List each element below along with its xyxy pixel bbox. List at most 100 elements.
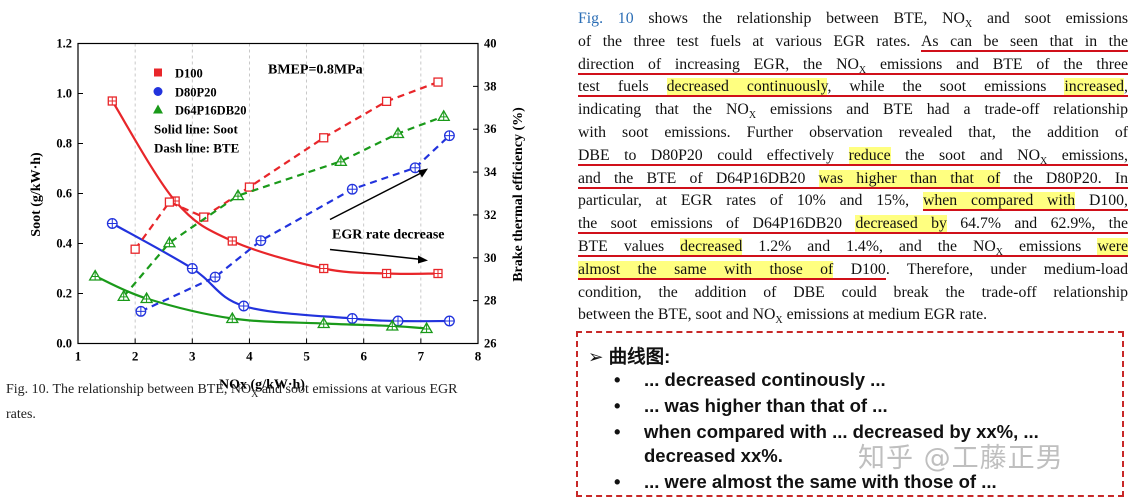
para-highlight: were [1097,237,1129,255]
para-text: emissions at medium EGR rate. [782,306,988,324]
caption-text-b: and soot emissions at various EGR [258,382,458,397]
para-sub: X [964,19,973,31]
para-highlight: when compared with [922,192,1076,210]
y-right-tick-label: 34 [484,165,497,179]
d64p16db20-bte-line [122,115,445,298]
chart-ticks: 1 2 3 4 5 6 7 80.00.20.40.60.81.01.226283032343… [56,37,497,364]
para-line-6: with soot emissions. Further observation… [578,122,1128,145]
y-left-tick-label: 0.4 [56,237,72,251]
chart-series [88,77,455,334]
soot-bte-nox-chart: 1 2 3 4 5 6 7 80.00.20.40.60.81.01.226283032343… [29,37,526,393]
y-right-tick-label: 32 [484,208,497,222]
para-text: indicating that the NO [578,101,749,119]
x-tick-label: 1 [75,349,82,364]
egr-arrow-annotation: EGR rate decrease [329,168,444,264]
para-underline: BTE values decreased 1.2% and 1.4%, and … [578,237,1129,259]
fig-ref-link[interactable]: Fig. 10 [578,10,634,27]
paper-paragraph: Fig. 10 shows the relationship between B… [578,8,1129,327]
para-text: emissions and BTE had a trade-off relati… [756,101,1128,119]
para-line-2: of the three test fuels at various EGR r… [578,31,1128,54]
para-line-14: between the BTE, soot and NOX emissions … [578,304,1128,327]
y-right-tick-label: 26 [484,337,497,351]
para-underline: DBE to D80P20 could effectively reduce t… [578,146,1128,167]
para-line-8: and the BTE of D64P16DB20 was higher tha… [578,168,1128,191]
para-line-7: DBE to D80P20 could effectively reduce t… [578,145,1128,168]
bmep-label: BMEP=0.8MPa [268,63,363,78]
para-highlight: decreased [680,237,743,255]
para-text: the soot and NO [890,146,1040,164]
para-text: D100 [833,260,886,278]
para-underline: and the BTE of D64P16DB20 was higher tha… [578,169,1128,189]
para-text: direction of increasing EGR, the NO [578,55,859,73]
zhihu-watermark: 知乎 @工藤正男 [858,443,1064,474]
legend-solid-note: Solid line: Soot [154,122,238,137]
para-line-10: the soot emissions of D64P16DB20 decreas… [578,213,1128,236]
y-right-tick-label: 28 [484,294,497,308]
x-tick-label: 2 [132,349,139,364]
para-line-11: BTE values decreased 1.2% and 1.4%, and … [578,236,1129,259]
caption-text-c: rates. [6,406,36,422]
legend-d80p20-label: D80P20 [175,86,217,100]
bullet-icon: • [614,421,621,442]
d100-bte-point [164,197,175,207]
y-left-tick-label: 0.2 [56,287,72,301]
para-highlight: was higher than that of [818,169,1001,187]
egr-arrow-up-head [418,168,428,178]
para-underline: As can be seen that in the [920,32,1128,52]
para-text: between the BTE, soot and NO [578,306,776,324]
egr-arrow-down [329,248,423,261]
bullet-icon: • [614,369,621,390]
para-text: emissions, [1047,146,1128,164]
x-tick-label: 6 [360,349,367,364]
para-line-5: indicating that the NOX emissions and BT… [578,99,1128,122]
d100-bte-point [130,244,140,254]
para-highlight: almost the same with those of [578,260,834,278]
para-text: , while the soot emissions [827,78,1065,96]
legend-dash-note: Dash line: BTE [154,141,239,156]
para-text: with soot emissions. Further observation… [578,123,1128,141]
para-text: 1.2% and 1.4%, and the NO [742,237,996,255]
y-right-tick-label: 36 [484,122,497,136]
y-left-axis-label: Soot (g/kW·h) [29,152,44,237]
legend: D100 D80P20 D64P16DB20 Solid line: Soot … [153,67,247,156]
figure-caption: Fig. 10. The relationship between BTE, N… [6,380,556,425]
caption-label: Fig. 10. [6,382,50,397]
para-sub: X [1039,155,1048,167]
para-text: of the three test fuels at various EGR r… [578,32,921,50]
y-left-tick-label: 0.8 [56,137,72,151]
para-sub: X [995,247,1004,259]
para-text: shows the relationship between BTE, NO [633,10,965,27]
para-sub: X [858,64,867,76]
para-text: . Therefore, under medium-load [885,260,1128,278]
para-text: emissions [1003,237,1098,255]
egr-arrow-up [329,170,425,221]
x-axis-label: NOx (g/kW·h) [219,378,305,393]
d100-bte-point [244,182,255,192]
notes-item-text: ... decreased continously ... [644,369,886,390]
y-left-tick-label: 0.0 [56,337,72,351]
para-text: the soot emissions of D64P16DB20 [578,215,856,233]
para-text: emissions and BTE of the three [866,55,1128,73]
chart-axes [77,42,479,345]
notes-item: • ... were almost the same with those of … [614,471,997,493]
notes-item-text: when compared with ... decreased by xx%,… [644,421,1039,442]
para-highlight: increased [1064,78,1125,96]
para-text: particular, at EGR rates of 10% and 15%, [578,192,923,210]
para-highlight: reduce [848,146,891,164]
para-text: and soot emissions [972,10,1128,27]
caption-text-a: The relationship between BTE, NO [52,382,252,397]
para-underline: when compared with D100, [922,192,1128,212]
para-underline: almost the same with those of D100 [578,260,886,280]
notes-item-text: decreased xx%. [644,445,783,466]
legend-d64p16db20-label: D64P16DB20 [175,104,247,118]
para-underline: direction of increasing EGR, the NOX emi… [578,55,1128,76]
arrow-bullet-icon: ➢ [588,346,604,367]
para-underline: test fuels decreased continuously, while… [578,78,1128,98]
y-right-tick-label: 40 [484,37,497,51]
legend-d80p20-marker [153,87,163,96]
bullet-icon: • [614,395,621,416]
notes-item: • ... decreased continously ... [614,369,886,391]
y-left-tick-label: 1.2 [56,37,72,51]
para-line-13: condition, the addition of DBE could bre… [578,282,1128,305]
para-underline: the soot emissions of D64P16DB20 decreas… [578,215,1128,235]
